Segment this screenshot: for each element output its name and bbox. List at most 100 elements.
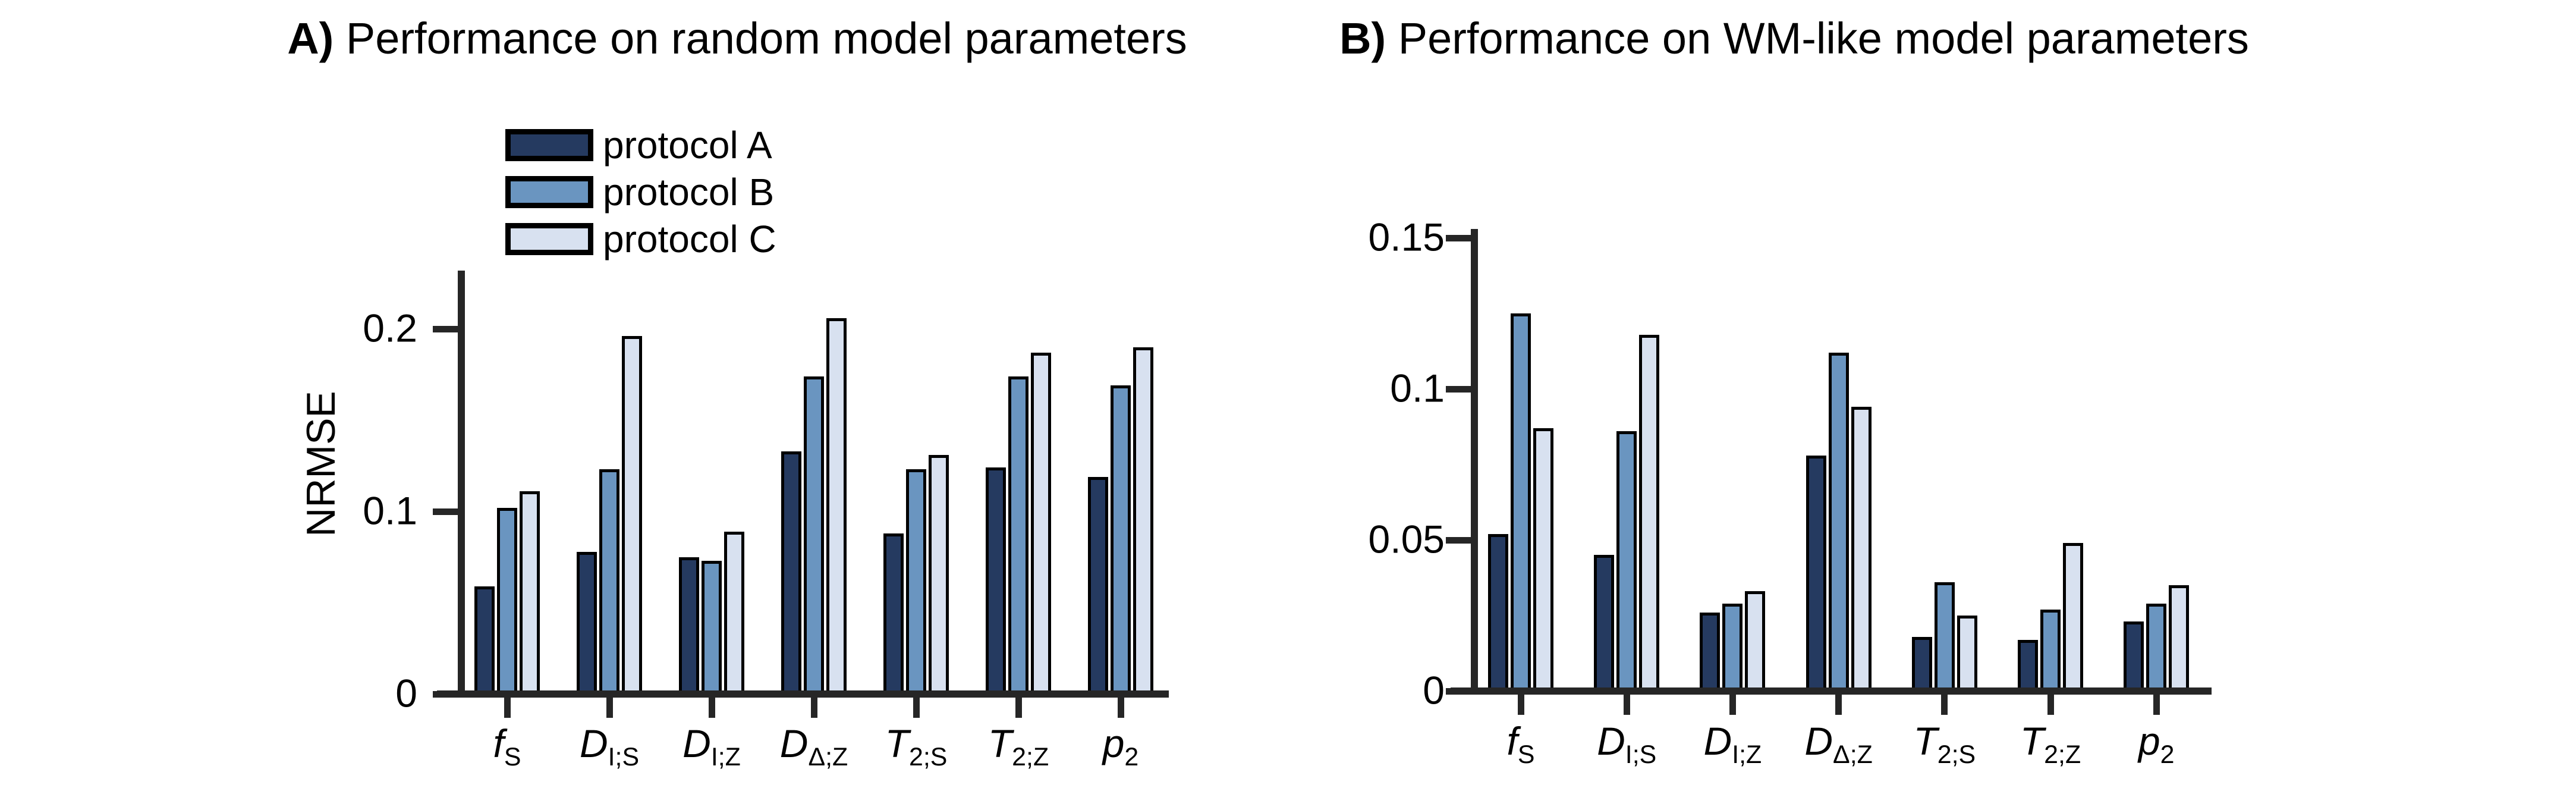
panel-a-bar-protocol-a-D_I;Z xyxy=(679,557,699,694)
panel-b-bar-protocol-a-D_I;S xyxy=(1594,555,1615,691)
panel-a-bar-protocol-c-f_S xyxy=(520,491,540,694)
panel-a-x-label-T_2;S: T2;S xyxy=(885,721,948,772)
panel-b-bar-protocol-c-T_2;S xyxy=(1957,616,1977,691)
panel-b-x-label-T_2;Z: T2;Z xyxy=(2020,719,2081,770)
panel-b-x-label-p_2: p2 xyxy=(2138,719,2175,770)
panel-a-bar-protocol-b-p_2 xyxy=(1111,385,1131,694)
panel-a-x-label-p_2: p2 xyxy=(1102,721,1139,772)
panel-a-x-label-D_Δ;Z: DΔ;Z xyxy=(779,721,848,772)
panel-b-x-tick-D_I;Z xyxy=(1729,693,1736,715)
panel-b-y-axis-spine xyxy=(1471,229,1478,695)
panel-b-bar-protocol-b-D_Δ;Z xyxy=(1828,353,1849,691)
panel-b-x-label-T_2;S: T2;S xyxy=(1913,719,1976,770)
panel-a-y-tick-0.1 xyxy=(433,508,458,515)
panel-a-x-tick-D_Δ;Z xyxy=(810,696,817,718)
panel-a-x-axis-line xyxy=(437,690,1169,698)
panel-a-bar-protocol-c-T_2;S xyxy=(929,455,949,694)
panel-b-bar-protocol-c-D_I;Z xyxy=(1745,591,1766,691)
panel-b-bar-protocol-b-T_2;S xyxy=(1934,582,1955,691)
panel-b-bar-protocol-b-T_2;Z xyxy=(2040,610,2061,691)
panel-b-bar-protocol-a-D_Δ;Z xyxy=(1806,456,1826,691)
panel-b-title: B) Performance on WM-like model paramete… xyxy=(1339,13,2249,64)
legend-label-protocol-b: protocol B xyxy=(603,171,775,214)
panel-b-bar-protocol-b-D_I;S xyxy=(1616,431,1637,691)
panel-b-bar-protocol-c-D_I;S xyxy=(1639,335,1660,691)
panel-a-y-tick-label-0.1: 0.1 xyxy=(363,488,417,533)
panel-a-y-axis-spine xyxy=(458,271,465,698)
panel-a-y-tick-label-0: 0 xyxy=(395,671,417,715)
panel-a-bar-protocol-c-p_2 xyxy=(1133,347,1153,694)
legend-row-protocol-a: protocol A xyxy=(505,123,772,167)
panel-a-x-tick-D_I;S xyxy=(606,696,613,718)
panel-a-x-label-f_S: fS xyxy=(493,721,521,772)
panel-b-x-label-D_I;S: DI;S xyxy=(1597,719,1657,770)
panel-a-y-tick-0.2 xyxy=(433,325,458,332)
panel-b-y-tick-0.1 xyxy=(1446,385,1471,393)
panel-a-bar-protocol-a-f_S xyxy=(474,586,495,694)
panel-b-x-label-D_I;Z: DI;Z xyxy=(1703,719,1762,770)
panel-b-y-tick-label-0: 0 xyxy=(1423,668,1445,712)
panel-a-x-tick-p_2 xyxy=(1117,696,1124,718)
panel-b-bar-protocol-c-D_Δ;Z xyxy=(1851,407,1872,691)
panel-a-bar-protocol-a-D_Δ;Z xyxy=(781,451,801,694)
panel-a-bar-protocol-b-T_2;Z xyxy=(1008,376,1028,694)
panel-b-title-text: Performance on WM-like model parameters xyxy=(1398,14,2249,63)
panel-a-bar-protocol-a-T_2;Z xyxy=(986,467,1006,694)
panel-b-bar-protocol-c-T_2;Z xyxy=(2063,543,2083,691)
panel-b-x-label-f_S: fS xyxy=(1506,719,1535,770)
panel-b-y-tick-label-0.05: 0.05 xyxy=(1368,517,1445,561)
panel-a-bar-protocol-b-D_I;S xyxy=(599,469,619,694)
panel-b-x-label-D_Δ;Z: DΔ;Z xyxy=(1804,719,1873,770)
panel-b-bar-protocol-c-f_S xyxy=(1533,428,1553,691)
panel-a-x-tick-f_S xyxy=(504,696,511,718)
panel-a-bar-protocol-b-D_I;Z xyxy=(702,561,722,694)
panel-a-x-label-T_2;Z: T2;Z xyxy=(987,721,1049,772)
legend-swatch-protocol-a xyxy=(505,129,593,161)
panel-b-bar-protocol-a-D_I;Z xyxy=(1700,613,1721,691)
panel-b-x-tick-D_Δ;Z xyxy=(1835,693,1842,715)
panel-b-y-tick-label-0.1: 0.1 xyxy=(1390,366,1445,410)
panel-b-x-tick-T_2;S xyxy=(1941,693,1948,715)
panel-a-bar-protocol-c-D_I;Z xyxy=(724,532,744,694)
panel-a-x-label-D_I;S: DI;S xyxy=(579,721,640,772)
panel-a-x-label-D_I;Z: DI;Z xyxy=(682,721,741,772)
legend-row-protocol-b: protocol B xyxy=(505,170,774,214)
panel-b-y-tick-label-0.15: 0.15 xyxy=(1368,215,1445,259)
panel-b-y-tick-0 xyxy=(1446,687,1471,695)
panel-b-bar-protocol-b-D_I;Z xyxy=(1722,604,1743,691)
panel-b-bar-protocol-b-f_S xyxy=(1511,313,1531,691)
legend-label-protocol-a: protocol A xyxy=(603,124,772,167)
panel-a-title-prefix: A) xyxy=(287,14,334,63)
panel-b-x-axis-line xyxy=(1451,687,2212,695)
panel-a-y-tick-0 xyxy=(433,690,458,698)
panel-b-bar-protocol-a-T_2;S xyxy=(1911,637,1932,691)
panel-b-x-tick-f_S xyxy=(1517,693,1524,715)
panel-b-bar-protocol-a-T_2;Z xyxy=(2018,640,2038,691)
panel-a-bar-protocol-c-D_Δ;Z xyxy=(826,318,847,694)
panel-b-bar-protocol-b-p_2 xyxy=(2146,604,2167,691)
panel-b-x-tick-D_I;S xyxy=(1623,693,1630,715)
legend-swatch-protocol-b xyxy=(505,176,593,208)
panel-a-title: A) Performance on random model parameter… xyxy=(287,13,1187,64)
panel-a-x-tick-T_2;Z xyxy=(1015,696,1022,718)
panel-b-y-tick-0.05 xyxy=(1446,536,1471,544)
panel-a-bar-protocol-a-D_I;S xyxy=(577,552,597,694)
panel-a-bar-protocol-b-f_S xyxy=(497,508,517,694)
panel-b-x-tick-T_2;Z xyxy=(2047,693,2054,715)
panel-a-title-text: Performance on random model parameters xyxy=(345,14,1187,63)
panel-b-bar-protocol-c-p_2 xyxy=(2169,585,2190,691)
panel-a-bar-protocol-b-D_Δ;Z xyxy=(804,376,824,694)
panel-a-bar-protocol-a-T_2;S xyxy=(883,533,904,694)
panel-a-y-tick-label-0.2: 0.2 xyxy=(363,306,417,350)
panel-a-bar-protocol-c-T_2;Z xyxy=(1031,353,1051,694)
panel-a-bar-protocol-c-D_I;S xyxy=(622,336,642,694)
panel-a-x-tick-T_2;S xyxy=(913,696,920,718)
panel-a-bar-protocol-b-T_2;S xyxy=(906,469,926,694)
legend-label-protocol-c: protocol C xyxy=(603,218,776,260)
panel-b-bar-protocol-a-p_2 xyxy=(2124,621,2144,691)
panel-b-x-tick-p_2 xyxy=(2153,693,2160,715)
panel-b-y-tick-0.15 xyxy=(1446,234,1471,241)
legend-row-protocol-c: protocol C xyxy=(505,217,776,261)
panel-a-bar-protocol-a-p_2 xyxy=(1088,477,1108,694)
